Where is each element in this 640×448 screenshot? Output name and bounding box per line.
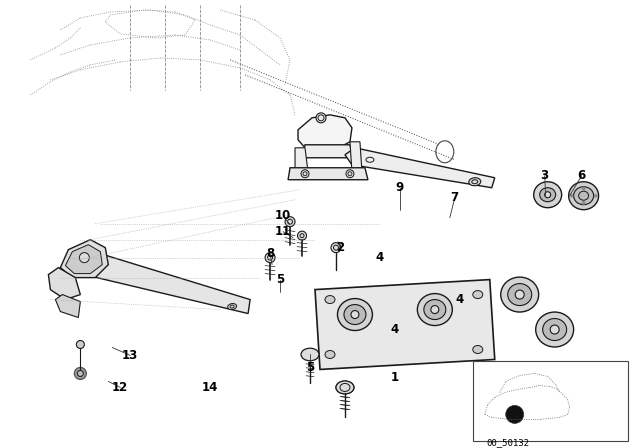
- Text: 14: 14: [202, 381, 218, 394]
- Circle shape: [77, 370, 83, 376]
- Circle shape: [298, 231, 307, 240]
- Ellipse shape: [540, 188, 556, 202]
- Text: 00_50132: 00_50132: [487, 438, 530, 447]
- Text: 7: 7: [451, 191, 459, 204]
- Circle shape: [582, 187, 585, 190]
- Text: 1: 1: [391, 371, 399, 384]
- Ellipse shape: [417, 293, 452, 326]
- Text: 10: 10: [275, 209, 291, 222]
- Text: 12: 12: [112, 381, 129, 394]
- Text: 8: 8: [266, 247, 274, 260]
- Text: 4: 4: [376, 251, 384, 264]
- Circle shape: [582, 202, 585, 204]
- Text: 2: 2: [336, 241, 344, 254]
- Circle shape: [570, 194, 573, 197]
- Circle shape: [79, 253, 90, 263]
- Ellipse shape: [568, 182, 598, 210]
- Ellipse shape: [543, 319, 566, 340]
- Ellipse shape: [500, 277, 539, 312]
- Ellipse shape: [534, 182, 562, 208]
- Ellipse shape: [579, 191, 589, 200]
- Polygon shape: [350, 142, 362, 172]
- Circle shape: [331, 243, 341, 253]
- Text: 13: 13: [122, 349, 138, 362]
- Text: 4: 4: [391, 323, 399, 336]
- Circle shape: [285, 217, 295, 227]
- Bar: [473, 362, 628, 441]
- Circle shape: [301, 170, 309, 178]
- Circle shape: [594, 194, 597, 197]
- Ellipse shape: [301, 348, 319, 361]
- Text: 6: 6: [577, 169, 586, 182]
- Polygon shape: [302, 145, 353, 158]
- Ellipse shape: [337, 298, 372, 331]
- Ellipse shape: [336, 381, 354, 394]
- Polygon shape: [88, 254, 250, 314]
- Ellipse shape: [325, 296, 335, 304]
- Ellipse shape: [325, 350, 335, 358]
- Ellipse shape: [536, 312, 573, 347]
- Ellipse shape: [473, 291, 483, 298]
- Text: 5: 5: [306, 361, 314, 374]
- Circle shape: [74, 367, 86, 379]
- Ellipse shape: [508, 284, 532, 306]
- Circle shape: [265, 253, 275, 263]
- Polygon shape: [315, 280, 495, 370]
- Polygon shape: [298, 115, 352, 152]
- Text: 4: 4: [456, 293, 464, 306]
- Ellipse shape: [468, 178, 481, 186]
- Polygon shape: [345, 148, 495, 188]
- Polygon shape: [60, 240, 108, 278]
- Text: 11: 11: [275, 225, 291, 238]
- Polygon shape: [65, 245, 102, 274]
- Circle shape: [316, 113, 326, 123]
- Ellipse shape: [550, 325, 559, 334]
- Ellipse shape: [573, 187, 594, 205]
- Polygon shape: [295, 148, 308, 172]
- Text: 9: 9: [396, 181, 404, 194]
- Polygon shape: [56, 295, 81, 318]
- Ellipse shape: [545, 192, 550, 198]
- Ellipse shape: [228, 303, 237, 310]
- Ellipse shape: [336, 381, 354, 394]
- Ellipse shape: [351, 310, 359, 319]
- Ellipse shape: [515, 290, 524, 299]
- Circle shape: [506, 405, 524, 423]
- Circle shape: [76, 340, 84, 349]
- Ellipse shape: [424, 300, 446, 319]
- Ellipse shape: [344, 305, 366, 324]
- Polygon shape: [288, 168, 368, 180]
- Polygon shape: [49, 267, 81, 300]
- Text: 3: 3: [541, 169, 548, 182]
- Circle shape: [346, 170, 354, 178]
- Ellipse shape: [473, 345, 483, 353]
- Text: 5: 5: [276, 273, 284, 286]
- Ellipse shape: [431, 306, 439, 314]
